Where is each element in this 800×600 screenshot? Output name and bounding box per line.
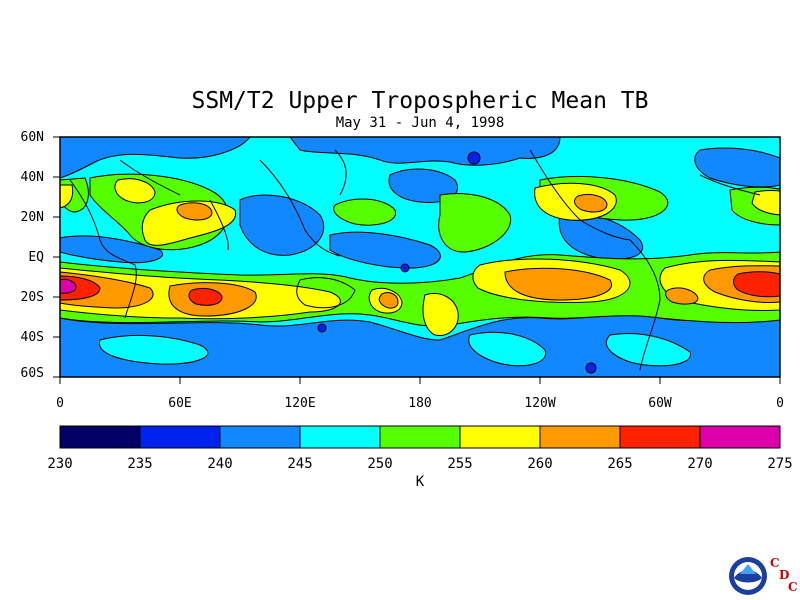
colorbar-tick-label: 250	[367, 456, 393, 472]
colorbar-swatch	[459, 425, 541, 449]
colorbar-tick-label: 240	[207, 456, 233, 472]
lat-label-60s: 60S	[20, 366, 44, 381]
contour-blue-asia	[239, 194, 325, 256]
lon-label-120w: 120W	[524, 396, 556, 411]
contour-orange-amer	[665, 287, 699, 305]
colorbar-tick-label: 260	[527, 456, 553, 472]
colorbar-swatch	[139, 425, 221, 449]
contour-orange-asia	[176, 202, 213, 221]
noaa-emblem-icon	[729, 557, 767, 595]
colorbar-tick-label: 230	[47, 456, 73, 472]
contour-orange-s-pacific	[504, 267, 613, 301]
contour-yellow-n-africa	[114, 178, 156, 204]
colorbar-swatch	[59, 425, 141, 449]
logo-letter-c2: C	[788, 580, 798, 594]
colorbar-tick-label: 265	[607, 456, 633, 472]
contour-magenta-indian	[60, 279, 77, 294]
colorbar-swatch	[539, 425, 621, 449]
noaa-cdc-logo: C D C	[728, 554, 798, 598]
lat-label-20s: 20S	[20, 290, 44, 305]
lon-label-120e: 120E	[284, 396, 316, 411]
contour-blue-north-pacific	[289, 137, 561, 166]
colorbar-swatch	[619, 425, 701, 449]
contour-red-east	[733, 271, 780, 298]
lon-label-60e: 60E	[168, 396, 192, 411]
contour-orange-pacific	[378, 292, 399, 309]
logo-letter-d: D	[779, 568, 790, 582]
lat-ticks	[53, 136, 60, 378]
cell-dark-blue-b	[400, 263, 410, 273]
contour-yellow-east-edge	[751, 190, 780, 216]
colorbar-swatch	[699, 425, 781, 449]
lon-label-0-east: 0	[776, 396, 784, 411]
contour-cyan-south-a	[99, 334, 209, 365]
lat-label-20n: 20N	[20, 210, 44, 225]
colorbar-tick-label: 235	[127, 456, 153, 472]
cell-dark-blue-c	[585, 362, 597, 374]
lat-label-60n: 60N	[20, 130, 44, 145]
colorbar-tick-label: 245	[287, 456, 313, 472]
contour-green-pacific-n	[333, 198, 397, 226]
colorbar-swatch	[379, 425, 461, 449]
cell-dark-blue-a	[467, 151, 481, 165]
contour-red-s-africa	[188, 287, 223, 306]
lon-label-0-west: 0	[56, 396, 64, 411]
colorbar-swatch	[299, 425, 381, 449]
logo-letter-c1: C	[770, 556, 780, 570]
lat-label-eq: EQ	[28, 250, 44, 265]
lat-label-40n: 40N	[20, 170, 44, 185]
colorbar-tick-label: 270	[687, 456, 713, 472]
cell-dark-blue-d	[317, 323, 327, 333]
colorbar	[59, 425, 781, 449]
contour-blue-africa-north	[60, 235, 163, 264]
contour-cyan-south-b	[468, 331, 546, 367]
lon-ticks	[59, 377, 781, 384]
colorbar-unit: K	[415, 474, 425, 490]
temperature-field	[60, 137, 780, 377]
lon-label-60w: 60W	[648, 396, 672, 411]
contour-green-central-pacific	[438, 193, 512, 253]
contour-blue-north-atlantic	[60, 137, 251, 179]
colorbar-tick-label: 275	[767, 456, 793, 472]
map-subtitle: May 31 - Jun 4, 1998	[335, 115, 505, 131]
map-title: SSM/T2 Upper Tropospheric Mean TB	[191, 88, 649, 114]
contour-blue-mid-pacific	[329, 231, 441, 269]
contour-yellow-pacific-a	[422, 293, 459, 337]
lon-label-180: 180	[408, 396, 432, 411]
lat-label-40s: 40S	[20, 330, 44, 345]
colorbar-tick-label: 255	[447, 456, 473, 472]
contour-orange-n-atl	[574, 193, 608, 213]
coastlines	[69, 149, 761, 371]
colorbar-swatch	[219, 425, 301, 449]
